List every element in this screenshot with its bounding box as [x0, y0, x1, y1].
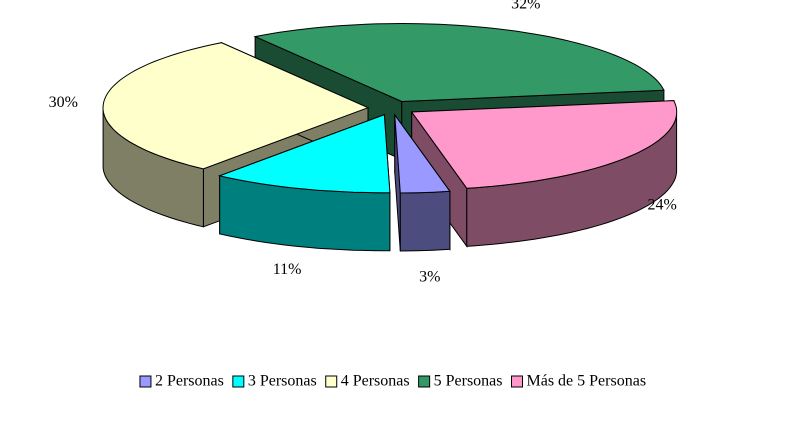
data-label: 32% [511, 0, 540, 12]
legend-swatch [139, 375, 152, 388]
slice-side [399, 190, 451, 252]
slice-top [102, 42, 370, 170]
data-label: 24% [647, 196, 676, 213]
data-label: 11% [273, 261, 302, 278]
slice-top [410, 100, 678, 189]
slice-top [394, 113, 451, 194]
legend-swatch [418, 375, 431, 388]
legend-label: Más de 5 Personas [527, 373, 647, 390]
legend-swatch [511, 375, 524, 388]
data-label: 30% [49, 94, 78, 111]
slice-top [217, 113, 391, 194]
legend-swatch [232, 375, 245, 388]
slice-top [253, 22, 665, 103]
pie-slice [410, 100, 678, 248]
pie-slice [217, 113, 391, 252]
legend-label: 3 Personas [248, 373, 317, 390]
legend-swatch [325, 375, 338, 388]
legend-label: 4 Personas [341, 373, 410, 390]
data-label: 3% [419, 269, 440, 286]
pie-slice [394, 113, 451, 252]
legend-label: 2 Personas [155, 373, 224, 390]
legend-label: 5 Personas [434, 373, 503, 390]
